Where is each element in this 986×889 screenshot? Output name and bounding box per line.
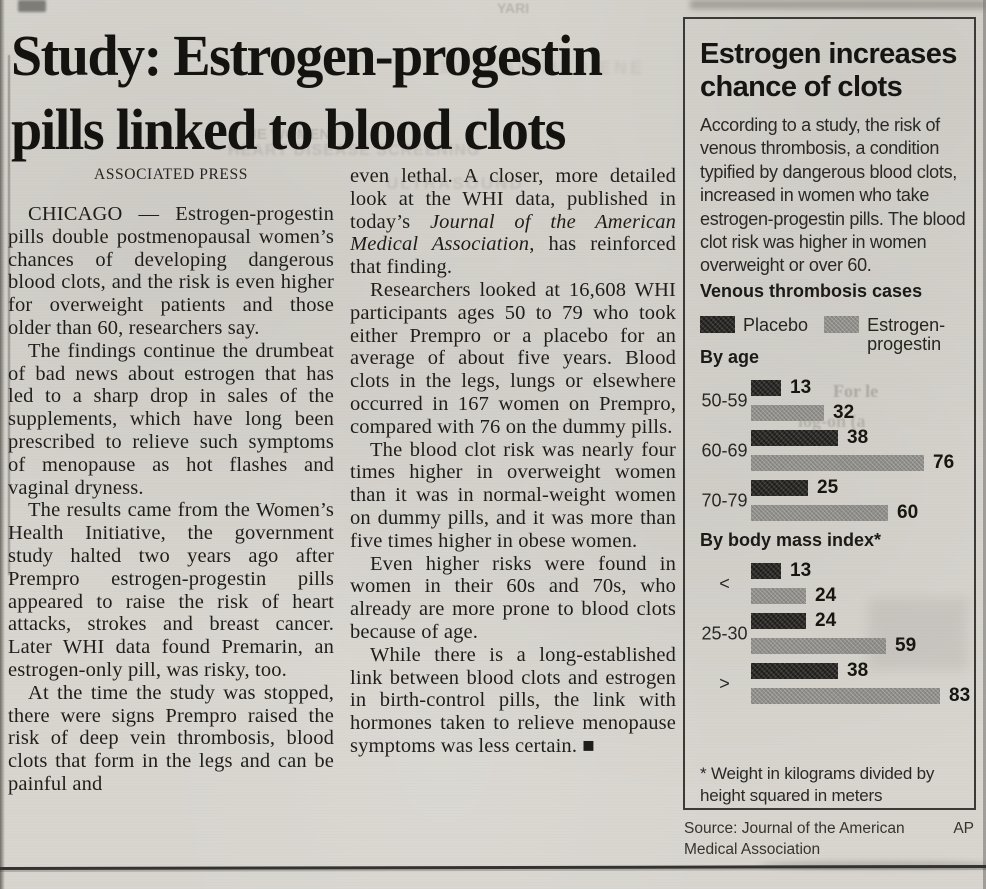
scan-corner-mark: [18, 0, 46, 12]
bar-row: 25: [751, 477, 966, 498]
category-label: >: [719, 673, 730, 693]
bar-row: 38: [751, 660, 966, 681]
chart-footnote: * Weight in kilograms divided by height …: [700, 764, 935, 805]
estrogen-bar: [751, 638, 886, 654]
bar-row: 59: [751, 635, 966, 656]
bar-value: 13: [790, 377, 812, 398]
category-label: <: [719, 573, 730, 593]
estrogen-legend-label: Estrogen-progestin: [867, 315, 946, 354]
bar-row: 13: [751, 560, 966, 581]
bar-value: 38: [847, 427, 869, 448]
article-column-2: even lethal. A closer, more detailed loo…: [350, 165, 676, 869]
bar-value: 83: [949, 685, 971, 706]
credit-ap: AP: [953, 820, 974, 837]
bar-value: 76: [933, 452, 955, 473]
paragraph-text: even lethal. A closer, more detailed loo…: [350, 165, 676, 233]
paragraph-text: , has reinforced that finding.: [350, 233, 676, 279]
byline: ASSOCIATED PRESS: [94, 166, 248, 183]
chart-group: 60-69 38 76: [700, 427, 966, 473]
estrogen-bar: [751, 405, 824, 421]
article-paragraph: While there is a long-established link b…: [350, 643, 676, 757]
headline-line: Study: Estrogen-progestin: [11, 24, 603, 89]
article-paragraph: CHICAGO — Estrogen-progestin pills doubl…: [8, 203, 334, 339]
article-paragraph: Researchers looked at 16,608 WHI partici…: [350, 278, 676, 438]
estrogen-bar: [751, 688, 940, 704]
chart-group: 25-30 24 59: [700, 610, 966, 656]
placebo-legend-label: Placebo: [743, 315, 809, 335]
placebo-bar: [751, 613, 806, 629]
section-heading: By age: [700, 347, 760, 367]
article-column-1: CHICAGO — Estrogen-progestin pills doubl…: [8, 203, 334, 869]
article-paragraph: The results came from the Women’s Health…: [8, 499, 334, 681]
article-headline: Study: Estrogen-progestin pills linked t…: [11, 20, 683, 168]
scan-edge-left: [0, 0, 5, 889]
placebo-legend-swatch: [700, 316, 735, 333]
article-paragraph: The findings continue the drumbeat of ba…: [8, 339, 334, 499]
article-paragraph: The blood clot risk was nearly four time…: [350, 438, 676, 552]
placebo-bar: [751, 480, 808, 496]
placebo-bar: [751, 563, 781, 579]
chart-group: <13 24: [700, 560, 966, 606]
article-paragraph: Even higher risks were found in women in…: [350, 552, 676, 643]
placebo-bar: [751, 380, 781, 396]
article-paragraph: even lethal. A closer, more detailed loo…: [350, 165, 676, 279]
bar-value: 60: [897, 502, 919, 523]
infographic-box: Estrogen increases chance of clots Accor…: [683, 17, 976, 810]
source-text: Source: Journal of the American Medical …: [684, 820, 905, 858]
chart-group: 70-79 25 60: [700, 477, 966, 523]
bar-value: 59: [895, 635, 917, 656]
bar-value: 13: [790, 560, 812, 581]
chart-group: 50-59 13 32: [700, 377, 966, 423]
bar-row: 24: [751, 585, 966, 606]
bar-row: 60: [751, 502, 966, 523]
bar-value: 25: [817, 477, 839, 498]
bar-chart: By age 50-59 13 32 60-69 38 76 70-79 25 60 By body…: [700, 347, 970, 713]
section-heading: By body mass index*: [700, 530, 882, 550]
bar-row: 13: [751, 377, 966, 398]
bar-value: 24: [815, 585, 837, 606]
infographic-intro: According to a study, the risk of venous…: [700, 115, 966, 276]
chart-heading: Venous thrombosis cases: [700, 281, 923, 301]
placebo-bar: [751, 663, 838, 679]
category-label: 70-79: [701, 490, 748, 510]
bar-value: 38: [847, 660, 869, 681]
estrogen-legend-swatch: [824, 316, 860, 333]
scan-smudge: [690, 0, 986, 9]
journal-title-italic: Journal of the American Medical Associat…: [350, 210, 676, 256]
article-paragraph: At the time the study was stopped, there…: [8, 681, 334, 795]
estrogen-bar: [751, 505, 888, 521]
category-label: 25-30: [701, 623, 748, 643]
category-label: 50-59: [701, 390, 748, 410]
source-line: Source: Journal of the American Medical …: [684, 818, 974, 860]
category-label: 60-69: [701, 440, 748, 460]
infographic-title: Estrogen increases chance of clots: [700, 38, 957, 103]
chart-group: >38 83: [700, 660, 970, 706]
bar-row: 32: [751, 402, 966, 423]
placebo-bar: [751, 430, 838, 446]
bleedthrough-text: YARI: [497, 0, 530, 16]
estrogen-bar: [751, 455, 924, 471]
bar-row: 76: [751, 452, 966, 473]
bar-value: 24: [815, 610, 837, 631]
headline-line: pills linked to blood clots: [11, 98, 566, 163]
estrogen-bar: [751, 588, 806, 604]
bar-row: 38: [751, 427, 966, 448]
bar-row: 83: [751, 685, 970, 706]
bar-row: 24: [751, 610, 966, 631]
chart-legend: Placebo Estrogen-progestin: [700, 316, 966, 354]
bar-value: 32: [833, 402, 855, 423]
